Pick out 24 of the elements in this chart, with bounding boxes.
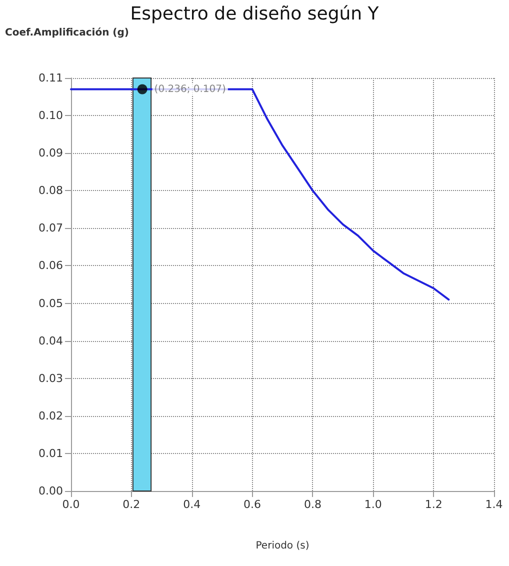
x-axis-title: Periodo (s) (256, 540, 310, 552)
x-tick-label: 0.8 (304, 498, 322, 511)
x-tick-label: 0.6 (244, 498, 262, 511)
y-tick-label: 0.02 (38, 409, 63, 422)
y-tick-label: 0.00 (38, 484, 63, 498)
y-tick-label: 0.08 (38, 184, 63, 198)
y-tick-label: 0.01 (38, 446, 63, 460)
x-tick-label: 1.0 (364, 498, 382, 511)
x-tick-label: 0.0 (62, 498, 80, 511)
chart-title: Espectro de diseño según Y (130, 4, 380, 24)
y-tick-label: 0.03 (38, 372, 63, 385)
y-tick-label: 0.04 (38, 334, 63, 348)
x-tick-label: 1.2 (424, 498, 442, 511)
y-tick-label: 0.11 (38, 72, 63, 84)
y-axis-title: Coef.Amplificación (g) (5, 28, 129, 38)
y-tick-label: 0.07 (38, 222, 63, 235)
x-tick-label: 0.2 (122, 498, 140, 511)
y-tick-label: 0.10 (38, 109, 63, 122)
x-tick-label: 1.4 (485, 498, 503, 511)
y-tick-label: 0.05 (38, 296, 63, 310)
y-tick-label: 0.09 (38, 146, 63, 160)
y-tick-label: 0.06 (38, 259, 63, 272)
annotation: (0.236; 0.107) (154, 84, 226, 95)
x-tick-label: 0.4 (183, 498, 201, 511)
